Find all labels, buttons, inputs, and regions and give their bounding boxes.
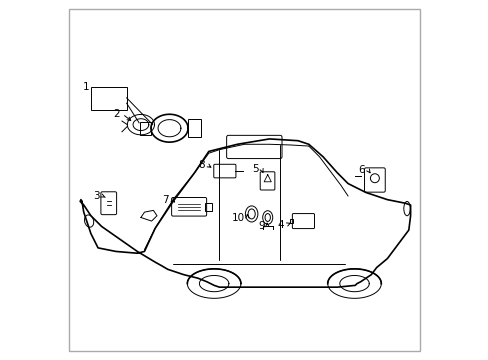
Text: 4: 4 xyxy=(277,220,283,230)
Text: 3: 3 xyxy=(93,191,100,201)
Text: 1: 1 xyxy=(82,82,89,92)
Bar xyxy=(289,219,293,223)
Text: 8: 8 xyxy=(198,160,204,170)
Text: 5: 5 xyxy=(252,164,258,174)
Text: 2: 2 xyxy=(113,109,119,119)
Bar xyxy=(91,87,126,111)
Text: 10: 10 xyxy=(231,213,244,223)
Text: 9: 9 xyxy=(257,221,264,231)
Bar xyxy=(188,119,200,137)
Text: 7: 7 xyxy=(162,195,168,204)
Bar xyxy=(205,203,211,211)
Text: 6: 6 xyxy=(358,165,365,175)
Bar xyxy=(140,122,151,135)
